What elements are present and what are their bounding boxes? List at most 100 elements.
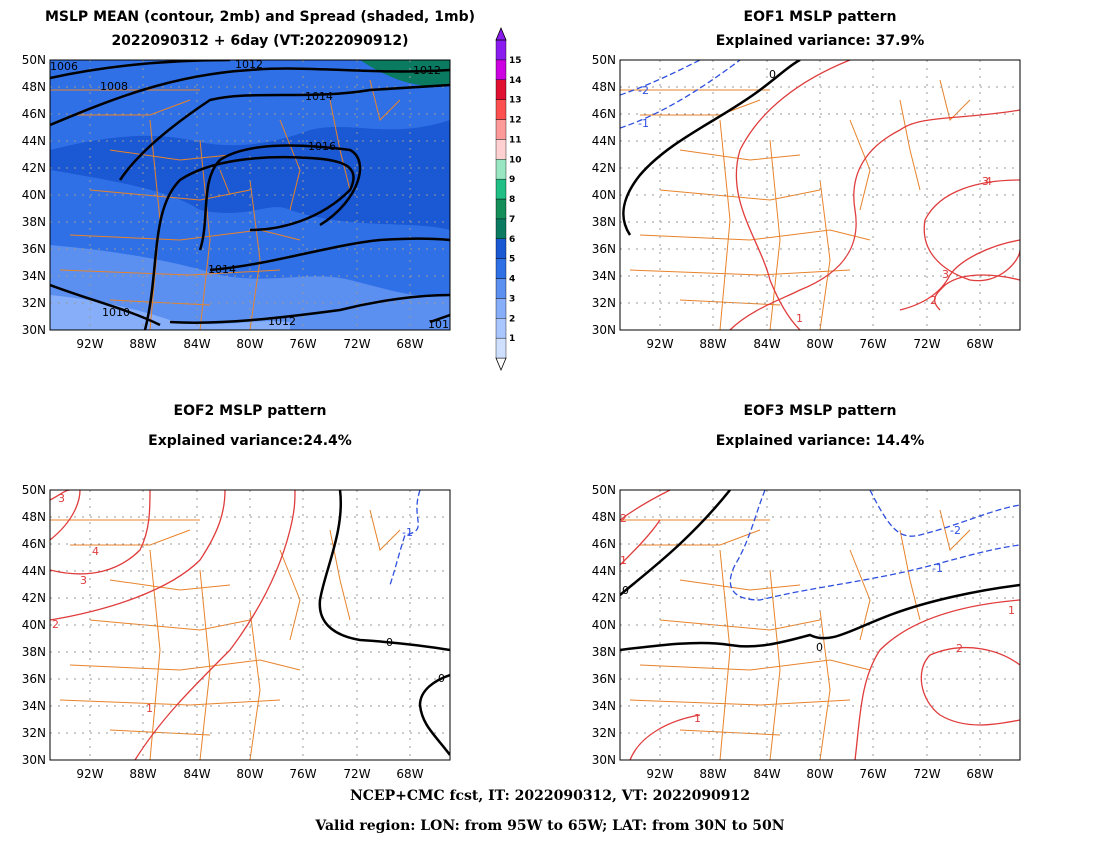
colorbar-swatch (495, 159, 507, 180)
svg-text:50N: 50N (592, 53, 616, 67)
svg-text:44N: 44N (22, 134, 46, 148)
svg-text:50N: 50N (22, 53, 46, 67)
svg-text:84W: 84W (183, 767, 210, 781)
svg-text:1012: 1012 (413, 64, 441, 77)
eof2-map-panel: 3 4 3 2 1 -1 0 0 30N 32N 34N 36N 38N 40N… (22, 483, 451, 781)
svg-text:88W: 88W (699, 337, 726, 351)
svg-text:1016: 1016 (308, 140, 336, 153)
svg-text:30N: 30N (592, 753, 616, 767)
svg-text:92W: 92W (646, 767, 673, 781)
svg-text:68W: 68W (396, 337, 423, 351)
svg-text:34N: 34N (592, 269, 616, 283)
svg-text:44N: 44N (22, 564, 46, 578)
colorbar-top-arrow (495, 26, 507, 41)
svg-text:34N: 34N (592, 699, 616, 713)
svg-text:1: 1 (694, 712, 701, 725)
svg-text:80W: 80W (236, 337, 263, 351)
colorbar-tick-label: 4 (509, 275, 515, 285)
svg-text:44N: 44N (592, 564, 616, 578)
svg-text:72W: 72W (343, 337, 370, 351)
colorbar-swatch (495, 139, 507, 160)
eof1-subtitle: Explained variance: 37.9% (715, 33, 925, 49)
footer-line-1: NCEP+CMC fcst, IT: 2022090312, VT: 20220… (349, 788, 751, 804)
eof3-subtitle: Explained variance: 14.4% (715, 433, 925, 449)
colorbar-tick-label: 8 (509, 195, 515, 205)
svg-text:30N: 30N (592, 323, 616, 337)
svg-text:38N: 38N (592, 645, 616, 659)
svg-text:72W: 72W (913, 337, 940, 351)
svg-text:34N: 34N (22, 699, 46, 713)
svg-text:3: 3 (982, 175, 989, 188)
svg-text:0: 0 (769, 68, 776, 81)
colorbar-tick-label: 6 (509, 235, 515, 245)
svg-text:80W: 80W (806, 767, 833, 781)
grid (50, 60, 450, 330)
svg-text:3: 3 (80, 574, 87, 587)
colorbar-tick-label: 3 (509, 294, 515, 304)
svg-text:46N: 46N (22, 537, 46, 551)
svg-text:2: 2 (620, 512, 627, 525)
svg-text:42N: 42N (592, 161, 616, 175)
colorbar-swatch (495, 178, 507, 200)
svg-text:50N: 50N (22, 483, 46, 497)
svg-text:1008: 1008 (100, 80, 128, 93)
svg-text:44N: 44N (592, 134, 616, 148)
svg-text:38N: 38N (22, 645, 46, 659)
svg-text:-2: -2 (950, 524, 961, 537)
colorbar-swatch (495, 258, 507, 279)
colorbar-tick-label: 11 (509, 135, 522, 145)
svg-text:1006: 1006 (50, 60, 78, 73)
svg-text:1: 1 (796, 312, 803, 325)
svg-text:42N: 42N (22, 591, 46, 605)
svg-text:0: 0 (816, 641, 823, 654)
svg-text:0: 0 (386, 636, 393, 649)
mean-subtitle: 2022090312 + 6day (VT:2022090912) (111, 33, 409, 49)
svg-text:80W: 80W (236, 767, 263, 781)
svg-text:101: 101 (428, 318, 449, 331)
mean-title: MSLP MEAN (contour, 2mb) and Spread (sha… (45, 9, 475, 25)
lat-axis-labels: 30N 32N 34N 36N 38N 40N 42N 44N 46N 48N … (22, 53, 46, 337)
svg-text:50N: 50N (592, 483, 616, 497)
colorbar-swatch (495, 99, 507, 120)
svg-text:1010: 1010 (102, 306, 130, 319)
svg-text:4: 4 (92, 545, 99, 558)
svg-text:80W: 80W (806, 337, 833, 351)
svg-text:-1: -1 (402, 526, 413, 539)
colorbar-tick-label: 15 (509, 56, 522, 66)
svg-text:42N: 42N (592, 591, 616, 605)
svg-text:0: 0 (622, 584, 629, 597)
svg-text:1012: 1012 (268, 315, 296, 328)
svg-text:88W: 88W (129, 767, 156, 781)
eof2-title: EOF2 MSLP pattern (173, 403, 327, 419)
svg-text:76W: 76W (289, 767, 316, 781)
svg-text:1014: 1014 (305, 90, 333, 103)
svg-text:68W: 68W (966, 337, 993, 351)
svg-text:36N: 36N (592, 242, 616, 256)
svg-text:36N: 36N (22, 672, 46, 686)
eof1-contour-labels: -2 -1 0 1 2 3 3 4 (638, 68, 992, 325)
svg-text:38N: 38N (592, 215, 616, 229)
colorbar-swatch (495, 119, 507, 140)
mean-map-panel: 1006 1008 1012 1014 1016 1014 1012 1010 … (22, 53, 451, 351)
colorbar-tick-label: 5 (509, 255, 515, 265)
svg-text:48N: 48N (22, 510, 46, 524)
svg-text:46N: 46N (592, 107, 616, 121)
colorbar-swatch (495, 218, 507, 239)
svg-text:3: 3 (942, 268, 949, 281)
svg-text:72W: 72W (343, 767, 370, 781)
svg-text:3: 3 (58, 492, 65, 505)
svg-text:84W: 84W (183, 337, 210, 351)
svg-text:92W: 92W (646, 337, 673, 351)
colorbar-swatch (495, 79, 507, 100)
eof3-map-panel: 2 1 0 -2 -1 0 1 2 1 30N 32N 34N 36N 38N … (592, 483, 1021, 781)
colorbar-tick-label: 7 (509, 215, 515, 225)
eof2-subtitle: Explained variance:24.4% (148, 433, 352, 449)
svg-text:30N: 30N (22, 753, 46, 767)
svg-text:36N: 36N (22, 242, 46, 256)
svg-text:84W: 84W (753, 767, 780, 781)
svg-text:-1: -1 (932, 562, 943, 575)
svg-text:34N: 34N (22, 269, 46, 283)
svg-text:92W: 92W (76, 767, 103, 781)
svg-text:46N: 46N (22, 107, 46, 121)
footer-line-2: Valid region: LON: from 95W to 65W; LAT:… (315, 818, 785, 834)
